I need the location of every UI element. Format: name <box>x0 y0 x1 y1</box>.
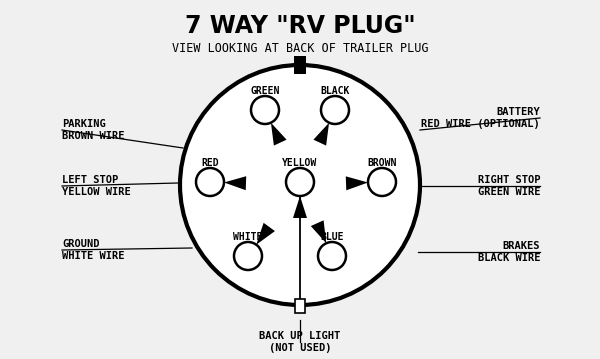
Polygon shape <box>256 223 275 245</box>
Polygon shape <box>313 123 329 146</box>
Text: VIEW LOOKING AT BACK OF TRAILER PLUG: VIEW LOOKING AT BACK OF TRAILER PLUG <box>172 42 428 55</box>
Circle shape <box>251 96 279 124</box>
Circle shape <box>180 65 420 305</box>
Polygon shape <box>346 176 368 190</box>
Text: BLACK: BLACK <box>320 86 350 96</box>
Circle shape <box>196 168 224 196</box>
Text: BROWN: BROWN <box>367 158 397 168</box>
Polygon shape <box>224 176 246 190</box>
Circle shape <box>368 168 396 196</box>
Text: YELLOW: YELLOW <box>283 158 317 168</box>
Text: LEFT STOP
YELLOW WIRE: LEFT STOP YELLOW WIRE <box>62 175 131 197</box>
Circle shape <box>234 242 262 270</box>
Text: GREEN: GREEN <box>250 86 280 96</box>
Polygon shape <box>271 123 287 146</box>
Circle shape <box>321 96 349 124</box>
Text: 7 WAY "RV PLUG": 7 WAY "RV PLUG" <box>185 14 415 38</box>
Text: PARKING
BROWN WIRE: PARKING BROWN WIRE <box>62 119 125 141</box>
Bar <box>295 299 305 313</box>
Text: BRAKES
BLACK WIRE: BRAKES BLACK WIRE <box>478 241 540 263</box>
Text: RED: RED <box>201 158 219 168</box>
Bar <box>294 56 306 74</box>
Text: BACK UP LIGHT
(NOT USED): BACK UP LIGHT (NOT USED) <box>259 331 341 353</box>
Circle shape <box>286 168 314 196</box>
Text: BATTERY
RED WIRE (OPTIONAL): BATTERY RED WIRE (OPTIONAL) <box>421 107 540 129</box>
Text: RIGHT STOP
GREEN WIRE: RIGHT STOP GREEN WIRE <box>478 175 540 197</box>
Text: WHITE: WHITE <box>233 232 263 242</box>
Text: BLUE: BLUE <box>320 232 344 242</box>
Text: GROUND
WHITE WIRE: GROUND WHITE WIRE <box>62 239 125 261</box>
Polygon shape <box>293 196 307 218</box>
Circle shape <box>318 242 346 270</box>
Polygon shape <box>311 220 326 243</box>
